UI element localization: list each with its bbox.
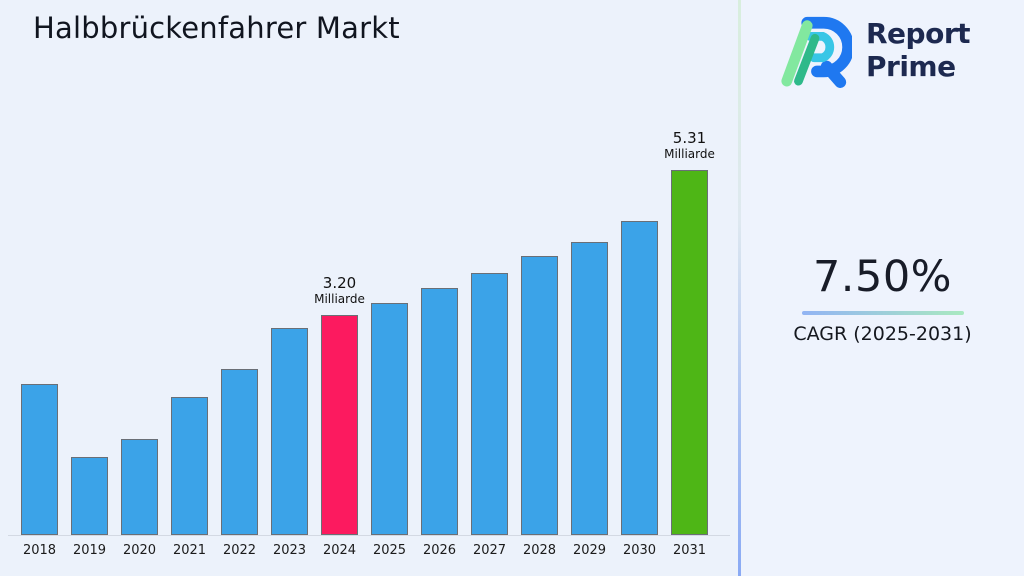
x-tick-2024: 2024 — [322, 543, 357, 558]
x-tick-2021: 2021 — [172, 543, 207, 558]
bar-2020 — [121, 439, 158, 535]
bar-2024 — [321, 315, 358, 535]
bar-2021 — [171, 397, 208, 535]
cagr-block: 7.50% CAGR (2025-2031) — [741, 252, 1024, 345]
x-tick-2031: 2031 — [672, 543, 707, 558]
x-tick-2028: 2028 — [522, 543, 557, 558]
value-label-unit: Milliarde — [664, 147, 715, 161]
x-tick-2019: 2019 — [72, 543, 107, 558]
x-tick-2018: 2018 — [22, 543, 57, 558]
bar-2028 — [521, 256, 558, 535]
bar-2019 — [71, 457, 108, 535]
x-tick-2030: 2030 — [622, 543, 657, 558]
value-label-unit: Milliarde — [314, 292, 365, 306]
report-prime-logo-icon — [781, 16, 852, 88]
bar-2029 — [571, 242, 608, 535]
brand-name-line2: Prime — [866, 50, 956, 83]
value-label-number: 3.20 — [322, 274, 357, 292]
chart-panel: Halbbrückenfahrer Markt 2018 2019 2020 2021… — [8, 11, 730, 558]
info-panel: Report Prime 7.50% CAGR (2025-2031) — [741, 0, 1024, 576]
cagr-underline — [801, 311, 964, 315]
bar-2026 — [421, 288, 458, 535]
x-tick-2026: 2026 — [422, 543, 457, 558]
value-label-number: 5.31 — [672, 129, 707, 147]
bar-chart: 2018 2019 2020 2021 2022 2023 2024 3.20 Milliard… — [8, 129, 730, 558]
x-tick-2025: 2025 — [372, 543, 407, 558]
cagr-caption: CAGR (2025-2031) — [793, 323, 972, 345]
x-tick-2029: 2029 — [572, 543, 607, 558]
cagr-value: 7.50% — [812, 252, 953, 302]
bar-2030 — [621, 221, 658, 535]
brand-logo: Report Prime — [778, 12, 971, 88]
bar-2022 — [221, 369, 258, 535]
page-title: Halbbrückenfahrer Markt — [33, 11, 400, 45]
x-tick-2023: 2023 — [272, 543, 307, 558]
x-tick-2020: 2020 — [122, 543, 157, 558]
bar-2025 — [371, 303, 408, 535]
x-tick-2022: 2022 — [222, 543, 257, 558]
panel-divider — [738, 0, 741, 576]
bar-2018 — [21, 384, 58, 535]
brand-name: Report Prime — [866, 17, 971, 83]
bar-2027 — [471, 273, 508, 535]
x-tick-2027: 2027 — [472, 543, 507, 558]
bar-2023 — [271, 328, 308, 535]
brand-name-line1: Report — [866, 17, 971, 50]
value-label-2024: 3.20 Milliarde — [300, 274, 380, 307]
bar-2031 — [671, 170, 708, 535]
x-axis-line — [8, 535, 730, 536]
value-label-2031: 5.31 Milliarde — [650, 129, 730, 162]
